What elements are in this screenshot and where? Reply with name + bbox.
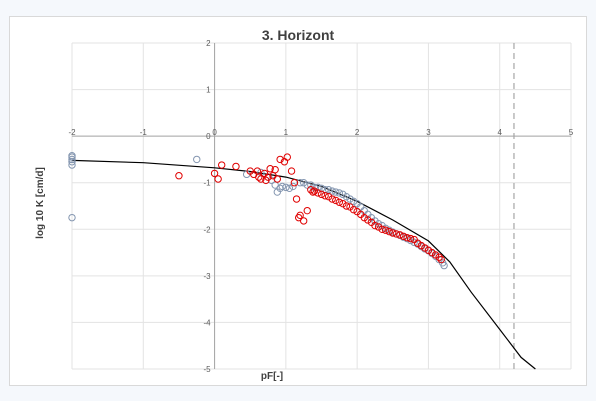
- series-2-point: [406, 234, 415, 243]
- series-2-point: [381, 226, 390, 234]
- series-2-point: [437, 255, 445, 264]
- series-1-point: [328, 187, 336, 195]
- series-1-point: [296, 179, 304, 187]
- series-2-point: [378, 225, 386, 233]
- y-axis-title: log 10 K [cm/d]: [35, 167, 46, 239]
- series-2-point: [303, 206, 311, 215]
- y-tick-label: 0: [206, 132, 211, 141]
- series-2-point: [264, 173, 272, 181]
- chart-title: 3. Horizont: [262, 27, 335, 43]
- series-2-point: [283, 153, 291, 161]
- series-2-point: [396, 231, 404, 239]
- series-2-point: [276, 155, 284, 164]
- series-1-point: [68, 155, 76, 164]
- series-2-point: [214, 175, 222, 183]
- series-1-point: [282, 183, 290, 192]
- series-2-point: [299, 217, 308, 225]
- x-tick-label: 0: [212, 128, 217, 137]
- x-tick-label: -1: [140, 128, 148, 137]
- y-tick-label: -2: [203, 225, 211, 234]
- series-2-point: [290, 179, 299, 187]
- series-2-point: [389, 229, 397, 237]
- series-2-point: [257, 175, 265, 183]
- x-tick-label: 3: [426, 128, 431, 137]
- series-2-point: [371, 221, 379, 230]
- chart-plot: 3. Horizont -2 -1 0 1 2 3 4 5 -5 -4 -3 -2 -1 0 1 2 log …: [35, 27, 574, 382]
- series-2-point: [349, 206, 358, 214]
- series-2-point: [309, 188, 317, 196]
- series-2-point: [296, 211, 304, 220]
- series-1-point: [374, 219, 383, 228]
- series-2-point: [271, 165, 279, 174]
- series-1-point: [324, 186, 333, 194]
- fit-curve: [71, 159, 536, 370]
- series-2-point: [385, 227, 393, 236]
- series-2-point: [310, 187, 319, 195]
- series-2-point: [321, 192, 329, 200]
- series-2-point: [232, 162, 240, 171]
- series-1-point: [335, 189, 344, 197]
- series-1-point: [289, 182, 297, 191]
- x-tick-label: 2: [355, 128, 360, 137]
- series-2-point: [255, 173, 263, 181]
- x-tick-label: 4: [497, 128, 502, 137]
- series-2-point: [317, 190, 326, 199]
- series-2-point: [399, 232, 408, 240]
- series-2-point: [342, 202, 351, 210]
- series-2-point: [332, 196, 340, 205]
- series-1-point: [278, 182, 286, 191]
- series-1-point: [68, 158, 76, 166]
- series-2-point: [210, 169, 219, 178]
- series-2-point: [403, 233, 411, 242]
- x-tick-label: 5: [569, 128, 574, 137]
- chart-frame: 3. Horizont -2 -1 0 1 2 3 4 5 -5 -4 -3 -2 -1 0 1 2 log …: [9, 16, 587, 386]
- series-2-point: [328, 195, 336, 203]
- series-1-point: [68, 153, 76, 161]
- y-tick-label: -1: [203, 179, 211, 188]
- x-tick-label: 1: [284, 128, 289, 137]
- series-2-point: [314, 189, 322, 197]
- series-2-point: [335, 198, 344, 206]
- series-2-point: [273, 175, 282, 183]
- series-1-point: [276, 184, 284, 193]
- series-2-point: [307, 186, 315, 194]
- series-2-point: [435, 253, 443, 261]
- series-2-point: [218, 161, 226, 169]
- series-2-point: [392, 230, 401, 238]
- series-2-point: [175, 172, 183, 180]
- series-1-point: [303, 181, 311, 189]
- series-1-point: [68, 161, 76, 169]
- series-2-point: [292, 195, 301, 203]
- y-tick-label: -3: [203, 272, 211, 281]
- series-1-point: [285, 184, 294, 193]
- x-tick-label: -2: [68, 128, 76, 137]
- series-1-point: [193, 155, 201, 164]
- series-1-point: [332, 188, 340, 196]
- y-tick-label: -4: [203, 318, 211, 327]
- y-tick-label: 1: [206, 86, 211, 95]
- series-1-point: [440, 261, 448, 270]
- series-1-point: [68, 213, 76, 222]
- y-tick-label: -5: [203, 365, 211, 374]
- series-2-point: [266, 165, 274, 173]
- x-axis-title: pF[-]: [261, 371, 283, 382]
- series-2-point: [287, 167, 296, 175]
- series-1-point: [360, 206, 368, 215]
- y-tick-label: 2: [206, 39, 211, 48]
